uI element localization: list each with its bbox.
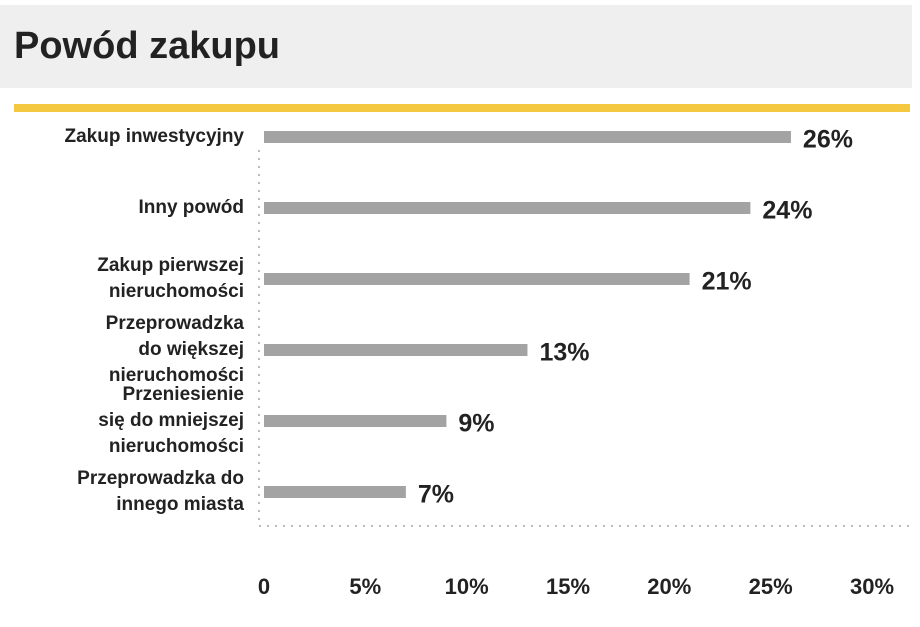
value-label: 21%	[702, 268, 752, 296]
category-label: Zakup inwestycyjny	[64, 126, 244, 147]
category-label: się do mniejszej	[98, 410, 244, 431]
value-label: 9%	[458, 410, 494, 438]
category-label: Zakup pierwszej	[97, 255, 244, 276]
accent-line	[14, 104, 910, 112]
category-label: Przeprowadzka do	[77, 468, 244, 489]
x-tick-label: 10%	[445, 574, 489, 599]
category-label: Przeprowadzka	[106, 313, 245, 334]
chart-title: Powód zakupu	[14, 25, 280, 67]
header-band	[0, 5, 912, 88]
value-label: 13%	[539, 339, 589, 367]
bar	[264, 415, 447, 427]
x-tick-label: 5%	[349, 574, 381, 599]
bar	[264, 273, 690, 285]
bar	[264, 344, 528, 356]
category-label: nieruchomości	[109, 281, 244, 302]
x-tick-label: 0	[258, 574, 270, 599]
category-label: Inny powód	[138, 197, 244, 218]
value-label: 7%	[418, 481, 454, 509]
category-label: do większej	[138, 339, 244, 360]
category-label: innego miasta	[116, 494, 244, 515]
value-label: 26%	[803, 126, 853, 154]
bar	[264, 202, 751, 214]
bar	[264, 131, 791, 143]
category-label: Przeniesienie	[123, 384, 244, 405]
category-label: nieruchomości	[109, 436, 244, 457]
category-label: nieruchomości	[109, 365, 244, 386]
x-tick-label: 15%	[546, 574, 590, 599]
bar	[264, 486, 406, 498]
x-tick-label: 25%	[749, 574, 793, 599]
value-label: 24%	[762, 197, 812, 225]
x-tick-label: 20%	[647, 574, 691, 599]
x-tick-label: 30%	[850, 574, 894, 599]
